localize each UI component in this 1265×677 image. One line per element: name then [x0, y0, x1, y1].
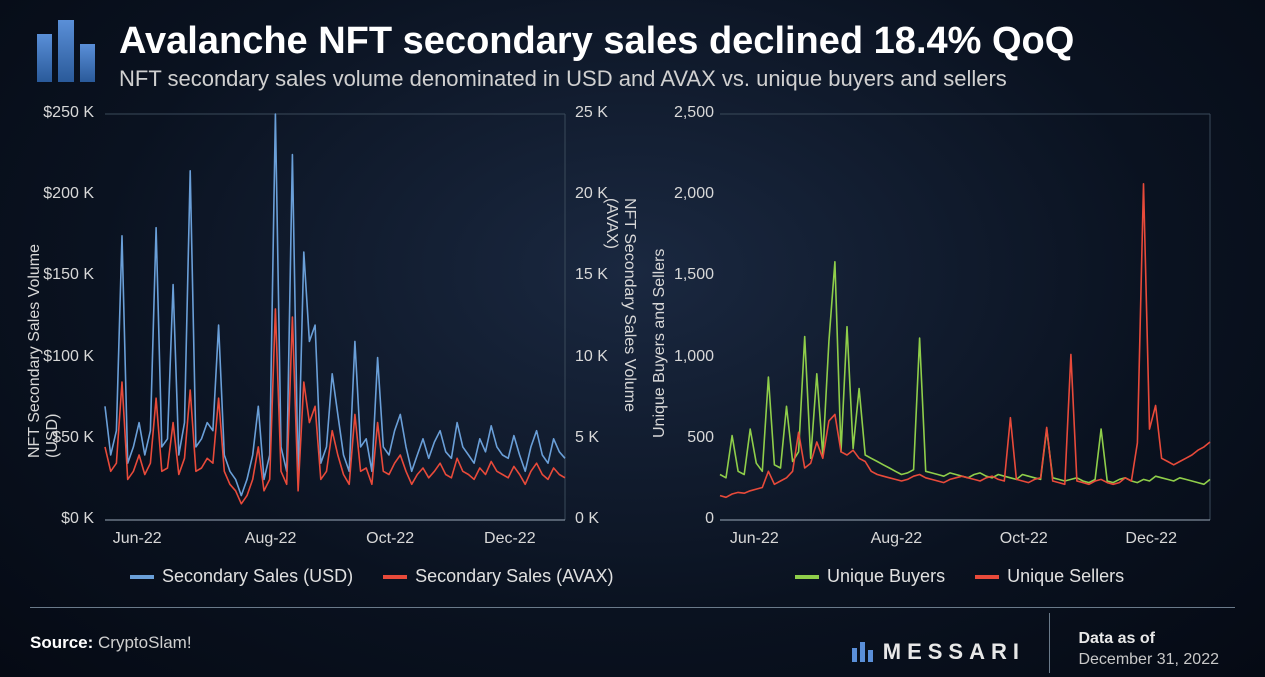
source-line: Source: CryptoSlam! [30, 633, 192, 653]
page-subtitle: NFT secondary sales volume denominated i… [119, 66, 1074, 92]
page-title: Avalanche NFT secondary sales declined 1… [119, 20, 1074, 64]
chart-unique-users: Unique Buyers and Sellers 05001,0001,500… [655, 108, 1215, 578]
title-block: Avalanche NFT secondary sales declined 1… [119, 20, 1074, 92]
brand-bars-icon [852, 642, 873, 662]
x-tick-label: Oct-22 [366, 530, 414, 548]
brand-logo: MESSARI [852, 639, 1025, 665]
footer-divider [1049, 613, 1050, 673]
legend-label: Secondary Sales (USD) [162, 566, 353, 587]
messari-bars-icon [37, 20, 95, 82]
source-value: CryptoSlam! [98, 633, 192, 652]
legend-label: Unique Buyers [827, 566, 945, 587]
x-tick-label: Jun-22 [730, 530, 779, 548]
legend-label: Secondary Sales (AVAX) [415, 566, 613, 587]
legend-item-avax: Secondary Sales (AVAX) [383, 566, 613, 587]
chart-svg-right [655, 108, 1215, 548]
source-label: Source: [30, 633, 93, 652]
legend-swatch-icon [383, 575, 407, 579]
legend-item-usd: Secondary Sales (USD) [130, 566, 353, 587]
x-tick-label: Aug-22 [871, 530, 923, 548]
chart-svg-left [30, 108, 620, 548]
legend-swatch-icon [130, 575, 154, 579]
x-tick-label: Dec-22 [1125, 530, 1177, 548]
legend-swatch-icon [975, 575, 999, 579]
legend-label: Unique Sellers [1007, 566, 1124, 587]
legend-item-buyers: Unique Buyers [795, 566, 945, 587]
x-tick-label: Oct-22 [1000, 530, 1048, 548]
x-tick-label: Dec-22 [484, 530, 536, 548]
data-as-of: Data as of December 31, 2022 [1078, 628, 1219, 671]
legend-item-sellers: Unique Sellers [975, 566, 1124, 587]
x-tick-label: Aug-22 [245, 530, 297, 548]
charts-row: NFT Secondary Sales Volume (USD) NFT Sec… [30, 108, 1235, 578]
data-as-of-value: December 31, 2022 [1078, 651, 1219, 668]
x-tick-label: Jun-22 [113, 530, 162, 548]
legend-right: Unique Buyers Unique Sellers [795, 566, 1124, 587]
brand-text: MESSARI [883, 639, 1025, 665]
footer: Source: CryptoSlam! MESSARI Data as of D… [30, 607, 1235, 677]
legend-left: Secondary Sales (USD) Secondary Sales (A… [130, 566, 614, 587]
data-as-of-label: Data as of [1078, 630, 1154, 647]
legend-swatch-icon [795, 575, 819, 579]
header: Avalanche NFT secondary sales declined 1… [37, 20, 1074, 92]
chart-sales-volume: NFT Secondary Sales Volume (USD) NFT Sec… [30, 108, 615, 578]
